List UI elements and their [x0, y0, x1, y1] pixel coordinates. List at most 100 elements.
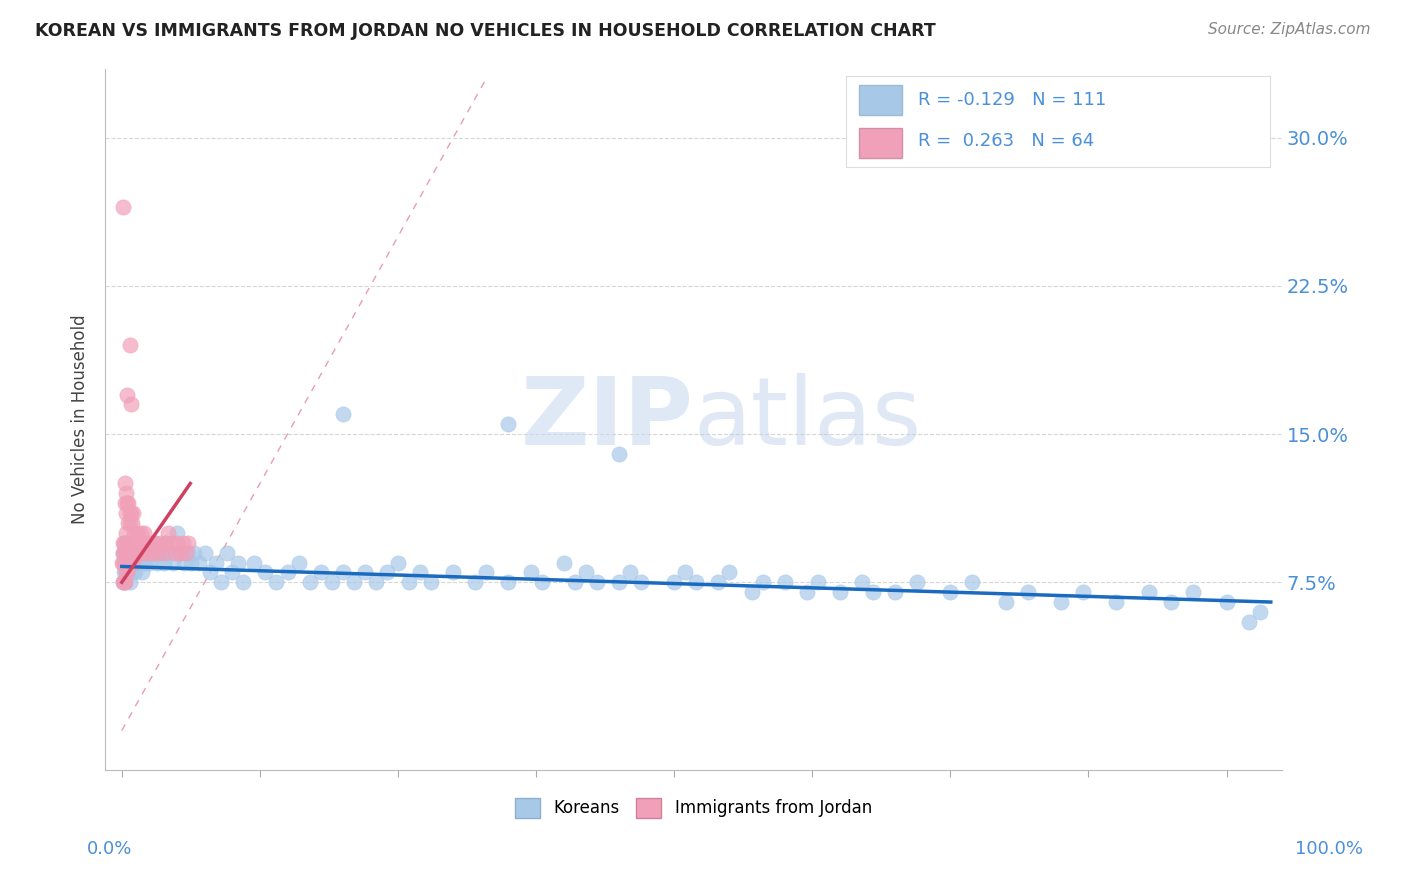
Point	[994, 595, 1017, 609]
Point	[127, 535, 149, 549]
Point	[1237, 615, 1260, 629]
Point	[149, 535, 172, 549]
Point	[685, 575, 707, 590]
Point	[120, 506, 142, 520]
Point	[152, 556, 174, 570]
Point	[1017, 585, 1039, 599]
Point	[180, 556, 202, 570]
Point	[420, 575, 443, 590]
Point	[115, 486, 138, 500]
Point	[321, 575, 343, 590]
Point	[121, 535, 143, 549]
Point	[120, 546, 142, 560]
Point	[120, 546, 142, 560]
Point	[475, 566, 498, 580]
Point	[204, 556, 226, 570]
Point	[120, 556, 142, 570]
Point	[117, 516, 139, 530]
Point	[498, 575, 520, 590]
Point	[136, 546, 159, 560]
Point	[131, 535, 153, 549]
Point	[112, 575, 135, 590]
Point	[464, 575, 486, 590]
Point	[157, 525, 180, 540]
Point	[332, 566, 354, 580]
Point	[117, 546, 139, 560]
Point	[115, 566, 138, 580]
Point	[441, 566, 464, 580]
Point	[112, 546, 135, 560]
Point	[114, 535, 136, 549]
Point	[149, 546, 172, 560]
Point	[117, 546, 139, 560]
Point	[157, 546, 180, 560]
Point	[117, 546, 139, 560]
Point	[117, 566, 139, 580]
Point	[664, 575, 686, 590]
Point	[163, 546, 186, 560]
Point	[828, 585, 851, 599]
Point	[125, 556, 148, 570]
Point	[198, 566, 221, 580]
Point	[607, 575, 630, 590]
Point	[1050, 595, 1073, 609]
Point	[114, 546, 136, 560]
Point	[115, 535, 138, 549]
Point	[117, 556, 139, 570]
Point	[114, 575, 136, 590]
Point	[741, 585, 763, 599]
Point	[332, 407, 354, 421]
Point	[117, 387, 139, 401]
Point	[121, 546, 143, 560]
Point	[115, 546, 138, 560]
Point	[387, 556, 409, 570]
Point	[121, 506, 143, 520]
Point	[114, 575, 136, 590]
Point	[243, 556, 266, 570]
Point	[188, 556, 211, 570]
Point	[143, 535, 166, 549]
Point	[135, 535, 157, 549]
Point	[309, 566, 332, 580]
Point	[118, 546, 141, 560]
Point	[120, 556, 142, 570]
Point	[607, 447, 630, 461]
Point	[364, 575, 387, 590]
Point	[221, 566, 243, 580]
Point	[111, 546, 134, 560]
Point	[177, 535, 200, 549]
Point	[174, 546, 197, 560]
Point	[619, 566, 641, 580]
Point	[905, 575, 928, 590]
Point	[121, 516, 143, 530]
Point	[939, 585, 962, 599]
Point	[118, 556, 141, 570]
Text: ZIP: ZIP	[520, 373, 693, 466]
Point	[127, 546, 149, 560]
Point	[1071, 585, 1094, 599]
Point	[155, 535, 177, 549]
Point	[111, 575, 134, 590]
Point	[112, 546, 135, 560]
Point	[586, 575, 609, 590]
Point	[707, 575, 730, 590]
Point	[398, 575, 420, 590]
Point	[128, 546, 150, 560]
Point	[146, 556, 169, 570]
Point	[343, 575, 366, 590]
Point	[209, 575, 232, 590]
Point	[173, 556, 195, 570]
Point	[135, 546, 157, 560]
Point	[111, 200, 134, 214]
Point	[215, 546, 238, 560]
Point	[530, 575, 553, 590]
Point	[796, 585, 818, 599]
Point	[353, 566, 375, 580]
Point	[112, 566, 135, 580]
Point	[117, 566, 139, 580]
Point	[962, 575, 984, 590]
Point	[807, 575, 830, 590]
Point	[162, 556, 184, 570]
Point	[121, 556, 143, 570]
Point	[718, 566, 741, 580]
